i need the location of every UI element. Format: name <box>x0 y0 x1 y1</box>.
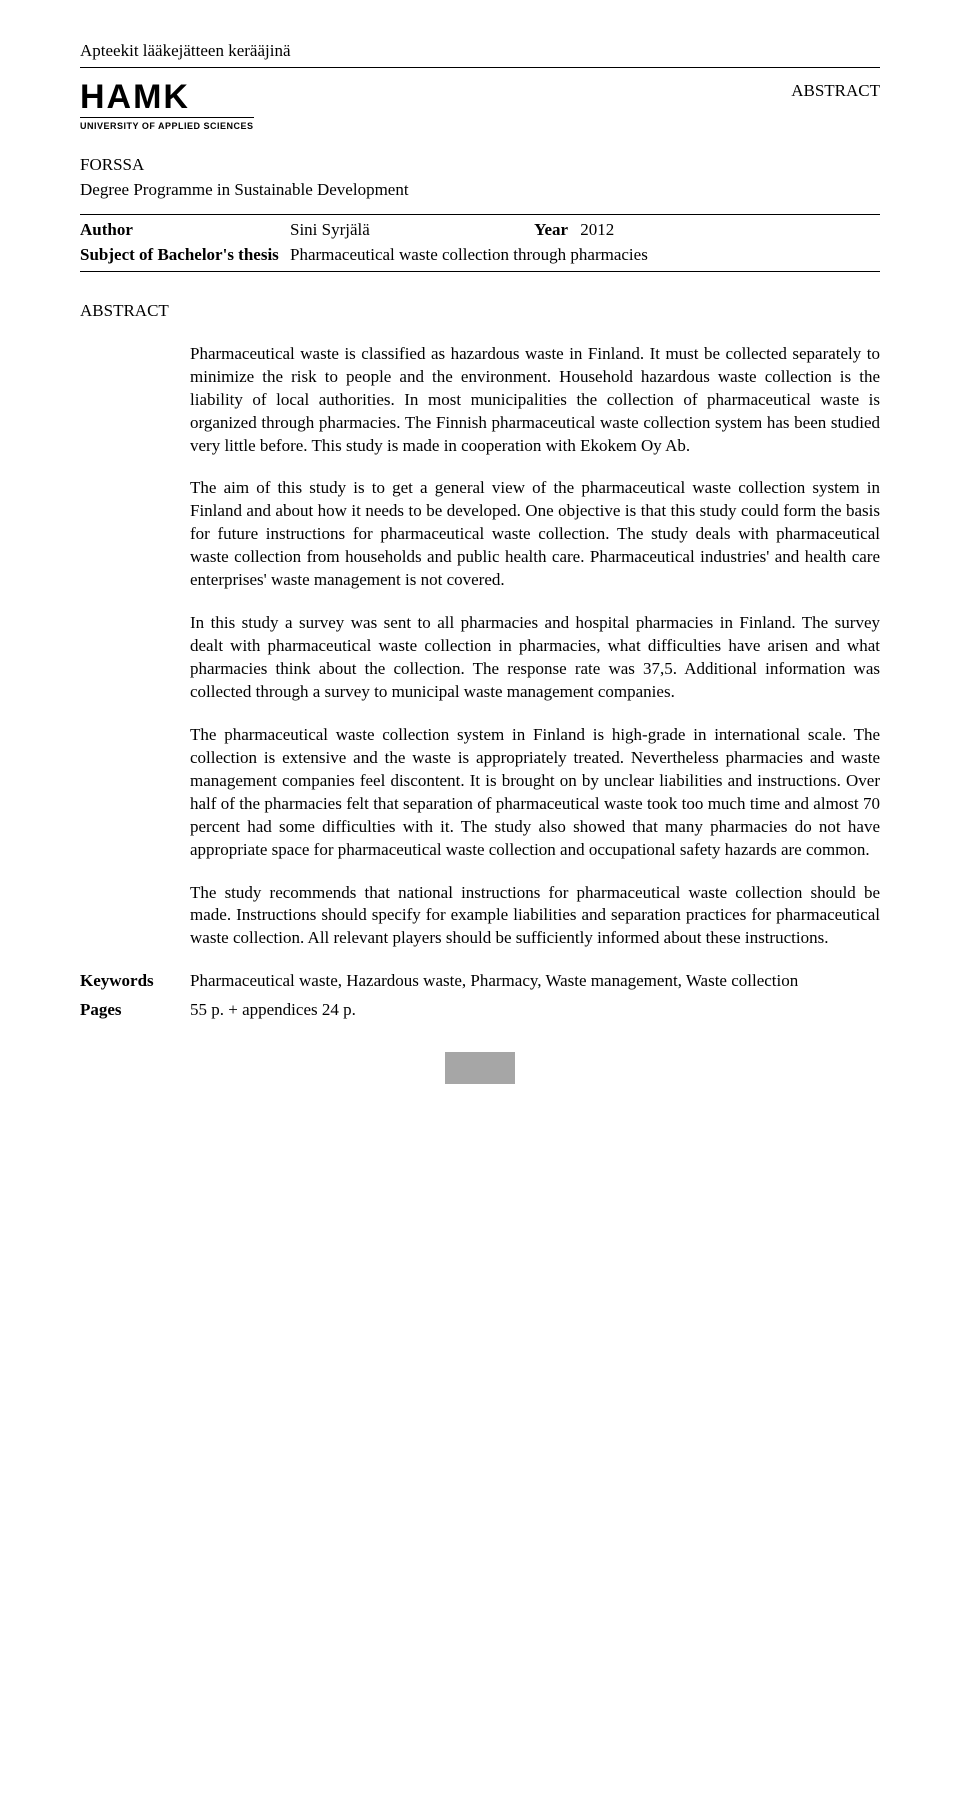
paragraph-5: The study recommends that national instr… <box>190 882 880 951</box>
year-value: 2012 <box>580 220 614 239</box>
author-row: Author Sini Syrjälä Year 2012 <box>80 219 880 242</box>
meta-divider-top <box>80 214 880 215</box>
logo-block: HAMK UNIVERSITY OF APPLIED SCIENCES <box>80 80 254 132</box>
abstract-section-heading: ABSTRACT <box>80 300 880 323</box>
institution: FORSSA <box>80 154 880 177</box>
header-row: HAMK UNIVERSITY OF APPLIED SCIENCES ABST… <box>80 80 880 132</box>
subject-value: Pharmaceutical waste collection through … <box>290 244 880 267</box>
paragraph-4: The pharmaceutical waste collection syst… <box>190 724 880 862</box>
keywords-value: Pharmaceutical waste, Hazardous waste, P… <box>190 970 880 993</box>
running-header: Apteekit lääkejätteen kerääjinä <box>80 40 880 63</box>
abstract-top-label: ABSTRACT <box>791 80 880 103</box>
meta-divider-bottom <box>80 271 880 272</box>
abstract-body: Pharmaceutical waste is classified as ha… <box>190 343 880 951</box>
keywords-row: Keywords Pharmaceutical waste, Hazardous… <box>80 970 880 993</box>
author-name: Sini Syrjälä <box>290 220 370 239</box>
author-label: Author <box>80 219 290 242</box>
pages-label: Pages <box>80 999 190 1022</box>
paragraph-1: Pharmaceutical waste is classified as ha… <box>190 343 880 458</box>
subject-label: Subject of Bachelor's thesis <box>80 244 290 267</box>
subject-row: Subject of Bachelor's thesis Pharmaceuti… <box>80 244 880 267</box>
programme: Degree Programme in Sustainable Developm… <box>80 179 880 202</box>
paragraph-2: The aim of this study is to get a genera… <box>190 477 880 592</box>
footer-bar <box>445 1052 515 1084</box>
author-value: Sini Syrjälä Year 2012 <box>290 219 880 242</box>
keywords-label: Keywords <box>80 970 190 993</box>
year-label: Year <box>534 220 568 239</box>
pages-value: 55 p. + appendices 24 p. <box>190 999 880 1022</box>
pages-row: Pages 55 p. + appendices 24 p. <box>80 999 880 1022</box>
logo-subtitle: UNIVERSITY OF APPLIED SCIENCES <box>80 117 254 132</box>
logo-main: HAMK <box>80 80 254 114</box>
top-divider <box>80 67 880 68</box>
paragraph-3: In this study a survey was sent to all p… <box>190 612 880 704</box>
